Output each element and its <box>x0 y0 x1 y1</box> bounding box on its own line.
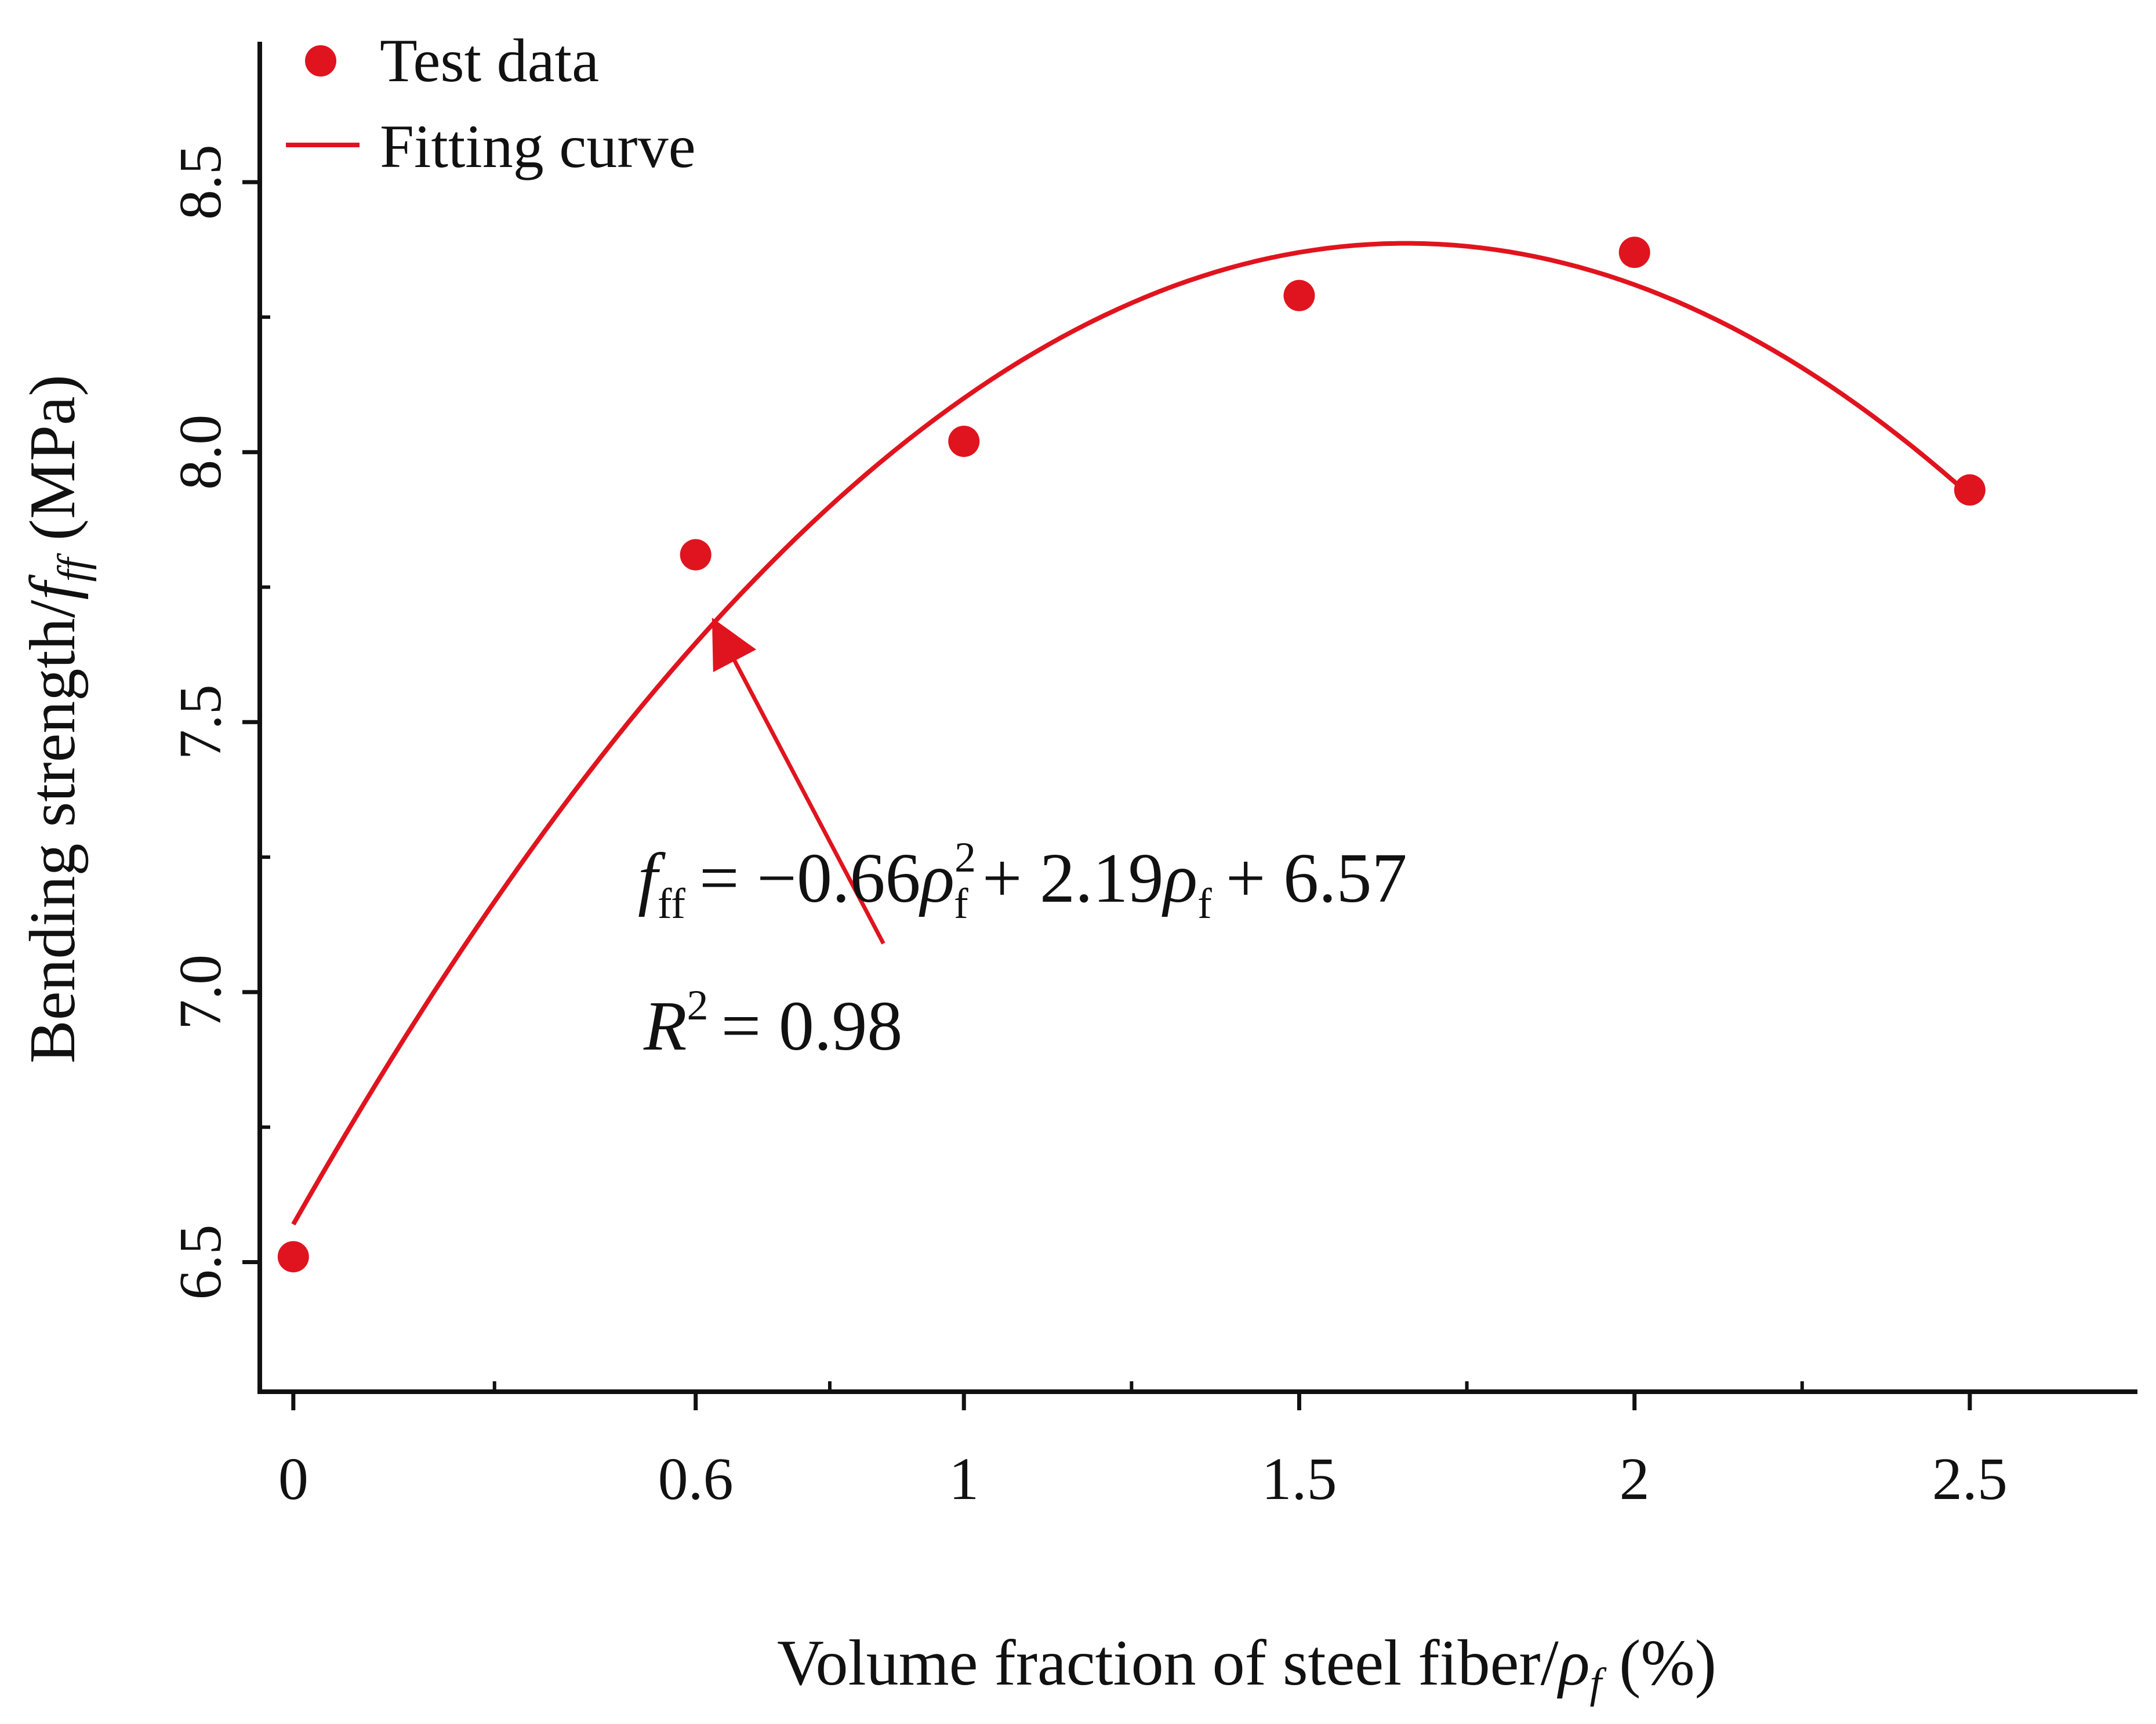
test-data-points <box>277 237 1986 1273</box>
x-tick-label: 1 <box>949 1446 979 1512</box>
x-tick-labels: 0 0.6 1 1.5 2 2.5 <box>278 1446 2008 1512</box>
test-data-point <box>680 539 712 571</box>
test-data-point <box>1283 280 1315 311</box>
y-tick-labels: 6.5 7.0 7.5 8.0 8.5 <box>167 144 234 1300</box>
test-data-point <box>277 1241 309 1273</box>
x-ticks <box>291 1381 1972 1410</box>
x-tick-label: 2.5 <box>1932 1446 2008 1512</box>
r-squared-label: R2 = 0.98 <box>643 982 902 1065</box>
y-tick-label: 7.5 <box>167 684 234 760</box>
x-axis-title: Volume fraction of steel fiber/ρf (%) <box>777 1627 1716 1707</box>
x-tick-label: 1.5 <box>1261 1446 1337 1512</box>
legend-label-test-data: Test data <box>380 27 599 95</box>
annotation-arrow <box>712 618 885 945</box>
test-data-point <box>1954 474 1986 506</box>
fitting-curve-line <box>291 241 1972 1226</box>
y-ticks <box>242 180 270 1265</box>
y-tick-label: 8.0 <box>167 415 234 490</box>
legend-marker-test-data <box>305 45 336 77</box>
fit-equation: fff = −0.66ρ2 f + 2.19ρf + 6.57 <box>638 834 1407 928</box>
x-tick-label: 0.6 <box>658 1446 734 1512</box>
y-tick-label: 7.0 <box>167 954 234 1030</box>
y-tick-label: 6.5 <box>167 1225 234 1300</box>
test-data-point <box>1618 237 1650 268</box>
y-tick-label: 8.5 <box>167 144 234 220</box>
x-tick-label: 2 <box>1620 1446 1650 1512</box>
legend-label-fitting-curve: Fitting curve <box>380 112 696 180</box>
legend: Test data Fitting curve <box>286 27 696 180</box>
y-axis-title: Bending strength/fff(MPa) <box>17 375 97 1064</box>
x-tick-label: 0 <box>278 1446 308 1512</box>
test-data-point <box>948 426 980 458</box>
